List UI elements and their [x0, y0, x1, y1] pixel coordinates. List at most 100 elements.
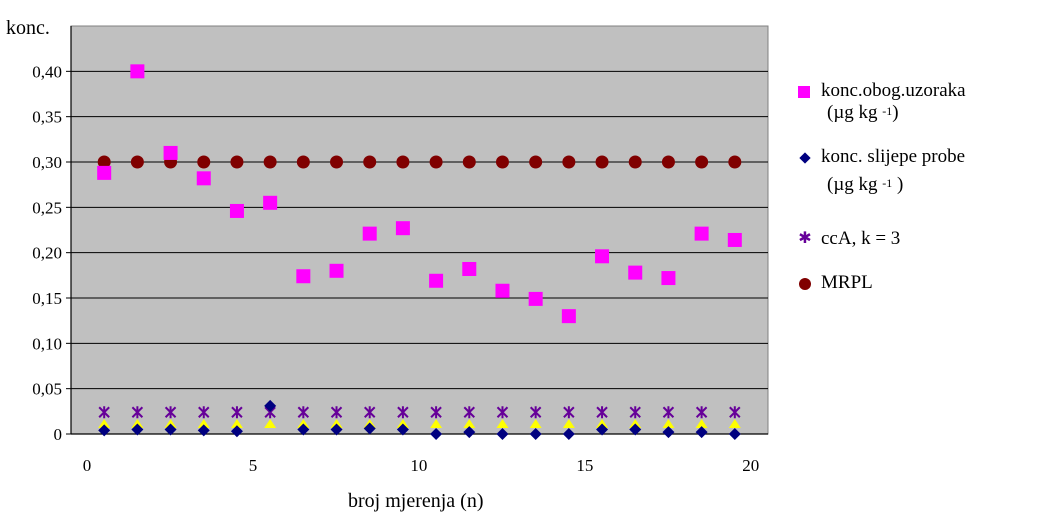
- point-cca: [198, 406, 210, 419]
- point-blank: [330, 423, 343, 436]
- point-cca: [729, 406, 741, 419]
- point-mrpl: [661, 155, 675, 169]
- point-mrpl: [263, 155, 277, 169]
- point-cca: [662, 406, 675, 419]
- point-mrpl: [197, 155, 211, 169]
- point-spiked: [163, 145, 178, 160]
- legend-unit-blank: (µg kg -1 ): [827, 174, 904, 195]
- point-cca: [397, 406, 409, 419]
- point-blank: [695, 426, 708, 439]
- legend-diamond-icon: [795, 146, 821, 168]
- point-spiked: [263, 195, 278, 210]
- point-spiked: [329, 263, 344, 278]
- y-tick-labels: 0 0,05 0,10 0,15 0,20 0,25 0,30 0,35 0,40: [32, 62, 62, 444]
- point-cca: [364, 406, 376, 419]
- point-mrpl: [396, 155, 410, 169]
- point-yellow: [463, 419, 476, 429]
- point-mrpl: [595, 155, 609, 169]
- point-spiked: [694, 226, 709, 241]
- point-cca: [297, 406, 310, 419]
- point-mrpl: [495, 155, 509, 169]
- legend-item-spiked: konc.obog.uzoraka (µg kg -1): [795, 80, 966, 124]
- y-tick-label: 0,30: [32, 153, 62, 172]
- point-yellow: [496, 419, 509, 429]
- point-cca: [164, 406, 177, 419]
- point-cca: [131, 406, 144, 419]
- point-yellow: [728, 419, 741, 429]
- point-cca: [596, 406, 608, 419]
- point-blank: [98, 424, 111, 437]
- x-tick-label: 5: [249, 456, 258, 475]
- legend-unit-spiked: (µg kg -1): [827, 102, 899, 123]
- legend-circle-icon: [795, 272, 821, 294]
- point-blank: [396, 423, 409, 436]
- legend-square-icon: [795, 80, 821, 102]
- point-mrpl: [230, 155, 244, 169]
- point-cca: [629, 406, 641, 419]
- point-mrpl: [330, 155, 344, 169]
- x-tick-labels: 0 5 10 15 20: [83, 456, 760, 475]
- point-blank: [728, 428, 741, 440]
- point-blank: [463, 426, 476, 439]
- point-spiked: [362, 226, 377, 241]
- point-spiked: [661, 271, 676, 286]
- y-tick-label: 0,25: [32, 198, 62, 217]
- y-tick-label: 0,15: [32, 289, 62, 308]
- y-axis-title: konc.: [6, 17, 50, 39]
- point-blank: [496, 428, 509, 440]
- point-blank: [596, 423, 609, 436]
- point-yellow: [529, 419, 542, 429]
- point-blank: [430, 428, 443, 440]
- point-mrpl: [628, 155, 642, 169]
- point-spiked: [495, 283, 510, 298]
- point-yellow: [562, 419, 575, 429]
- point-spiked: [429, 273, 444, 288]
- point-blank: [164, 423, 177, 436]
- legend-label-spiked: konc.obog.uzoraka: [821, 80, 966, 101]
- point-mrpl: [529, 155, 543, 169]
- point-cca: [496, 406, 509, 419]
- legend-label-mrpl: MRPL: [821, 272, 873, 293]
- point-cca: [529, 406, 542, 419]
- point-cca: [330, 406, 343, 419]
- gridlines: [66, 70, 768, 435]
- point-spiked: [727, 232, 742, 247]
- point-spiked: [229, 203, 244, 218]
- point-mrpl: [363, 155, 377, 169]
- point-mrpl: [728, 155, 742, 169]
- point-blank: [131, 423, 144, 436]
- point-cca: [98, 406, 110, 419]
- point-spiked: [97, 165, 112, 180]
- point-mrpl: [562, 155, 576, 169]
- plot-area: [70, 25, 769, 435]
- point-blank: [363, 422, 376, 435]
- point-yellow: [98, 419, 111, 429]
- point-mrpl: [296, 155, 310, 169]
- point-cca: [463, 406, 475, 419]
- x-axis-title: broj mjerenja (n): [348, 490, 484, 512]
- point-cca: [563, 406, 575, 419]
- legend-star-icon: ✱: [798, 230, 812, 247]
- point-spiked: [395, 221, 410, 236]
- y-tick-label: 0,05: [32, 380, 62, 399]
- point-blank: [529, 428, 542, 440]
- point-spiked: [296, 269, 311, 284]
- y-tick-label: 0: [54, 425, 63, 444]
- point-blank: [562, 428, 575, 440]
- point-yellow: [197, 419, 210, 429]
- point-yellow: [695, 419, 708, 429]
- legend-label-blank: konc. slijepe probe: [821, 146, 966, 167]
- legend-label-cca: ccA, k = 3: [821, 228, 901, 249]
- point-blank: [197, 424, 210, 437]
- point-yellow: [264, 419, 277, 429]
- point-blank: [629, 423, 642, 436]
- data-points: [97, 64, 742, 440]
- y-tick-label: 0,20: [32, 244, 62, 263]
- point-spiked: [196, 171, 211, 186]
- point-spiked: [628, 265, 643, 280]
- legend-item-mrpl: MRPL: [795, 272, 873, 294]
- axes: [70, 26, 768, 435]
- point-spiked: [561, 309, 576, 324]
- x-tick-label: 15: [576, 456, 593, 475]
- y-tick-label: 0,40: [32, 62, 62, 81]
